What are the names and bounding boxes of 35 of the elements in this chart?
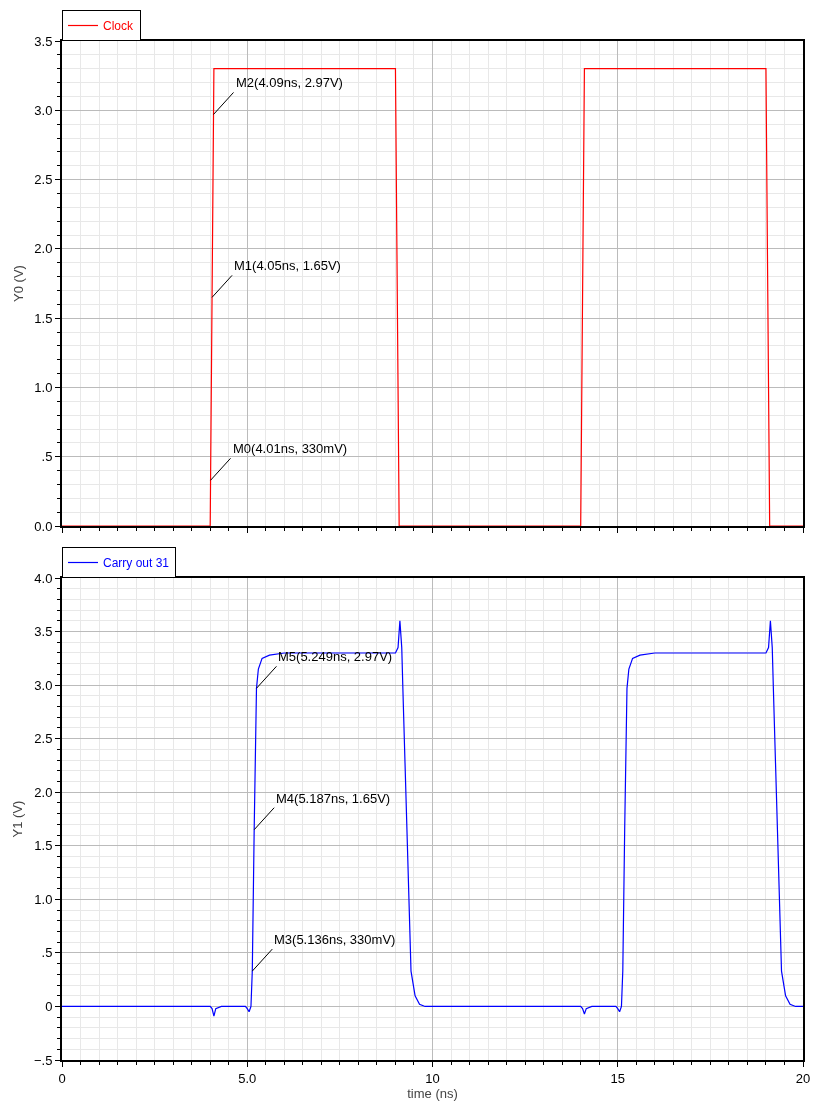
- annotation: M3(5.136ns, 330mV): [274, 932, 396, 947]
- y-tick-label: 2.0: [34, 784, 53, 800]
- x-tick-label: 5.0: [238, 1070, 257, 1086]
- y-tick-label: 0.0: [34, 518, 53, 534]
- y-tick-label: −.5: [33, 1052, 53, 1068]
- y-tick-label: 3.0: [34, 677, 53, 693]
- y-axis-title: Y1 (V): [10, 800, 26, 838]
- y-tick-label: 1.5: [34, 310, 53, 326]
- y-tick-label: 2.5: [34, 172, 53, 188]
- y-tick-label: 1.0: [34, 379, 53, 395]
- y-tick-label: 2.5: [34, 731, 53, 747]
- y-tick-label: .5: [41, 449, 53, 465]
- y-tick-label: 3.0: [34, 102, 53, 118]
- annotation: M0(4.01ns, 330mV): [233, 441, 348, 456]
- annotation: M4(5.187ns, 1.65V): [276, 791, 391, 806]
- y-tick-label: 0: [45, 998, 53, 1014]
- annotation: M5(5.249ns, 2.97V): [278, 649, 393, 664]
- y-tick-label: .5: [41, 945, 53, 961]
- legend-label: Carry out 31: [103, 556, 170, 571]
- y-tick-label: 4.0: [34, 570, 53, 586]
- x-tick-label: 0: [58, 1070, 66, 1086]
- legend-label: Clock: [103, 19, 135, 34]
- x-tick-label: 15: [610, 1070, 625, 1086]
- x-tick-label: 20: [795, 1070, 811, 1086]
- x-tick-label: 10: [425, 1070, 440, 1086]
- y-axis-title: Y0 (V): [10, 265, 26, 302]
- annotation: M1(4.05ns, 1.65V): [234, 258, 341, 273]
- y-tick-label: 3.5: [34, 33, 53, 49]
- y-tick-label: 1.5: [34, 838, 53, 854]
- annotation: M2(4.09ns, 2.97V): [236, 75, 343, 90]
- y-tick-label: 3.5: [34, 624, 53, 640]
- y-tick-label: 2.0: [34, 241, 53, 257]
- y-tick-label: 1.0: [34, 891, 53, 907]
- line-series: [62, 620, 803, 1017]
- x-axis-title: time (ns): [407, 1085, 458, 1101]
